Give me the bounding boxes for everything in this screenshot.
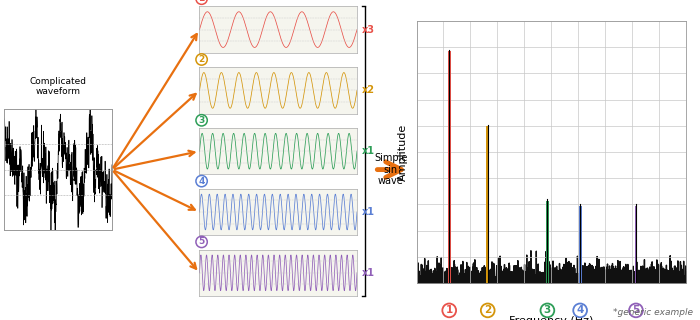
Bar [546, 201, 549, 283]
Text: 1: 1 [446, 305, 453, 316]
Text: *generic example: *generic example [613, 308, 693, 317]
Text: x1: x1 [362, 207, 375, 217]
Text: 3: 3 [199, 116, 204, 125]
Text: 5: 5 [199, 237, 204, 246]
Y-axis label: Amplitude: Amplitude [398, 124, 407, 180]
Text: Complicated
waveform: Complicated waveform [29, 76, 86, 96]
Text: x2: x2 [362, 85, 375, 95]
Bar [634, 206, 638, 283]
Text: 1: 1 [199, 0, 204, 3]
Bar [486, 126, 489, 283]
Text: x1: x1 [362, 146, 375, 156]
Text: 4: 4 [198, 177, 205, 186]
Bar [579, 206, 582, 283]
Text: 2: 2 [484, 305, 491, 316]
X-axis label: Frequency (Hz): Frequency (Hz) [509, 316, 594, 320]
Text: Simple
sin
wave: Simple sin wave [374, 153, 407, 186]
Text: 5: 5 [632, 305, 640, 316]
Text: 2: 2 [199, 55, 204, 64]
Text: 3: 3 [544, 305, 551, 316]
Text: x1: x1 [362, 268, 375, 278]
Bar [448, 51, 451, 283]
Text: x3: x3 [362, 25, 375, 35]
Text: 4: 4 [576, 305, 584, 316]
